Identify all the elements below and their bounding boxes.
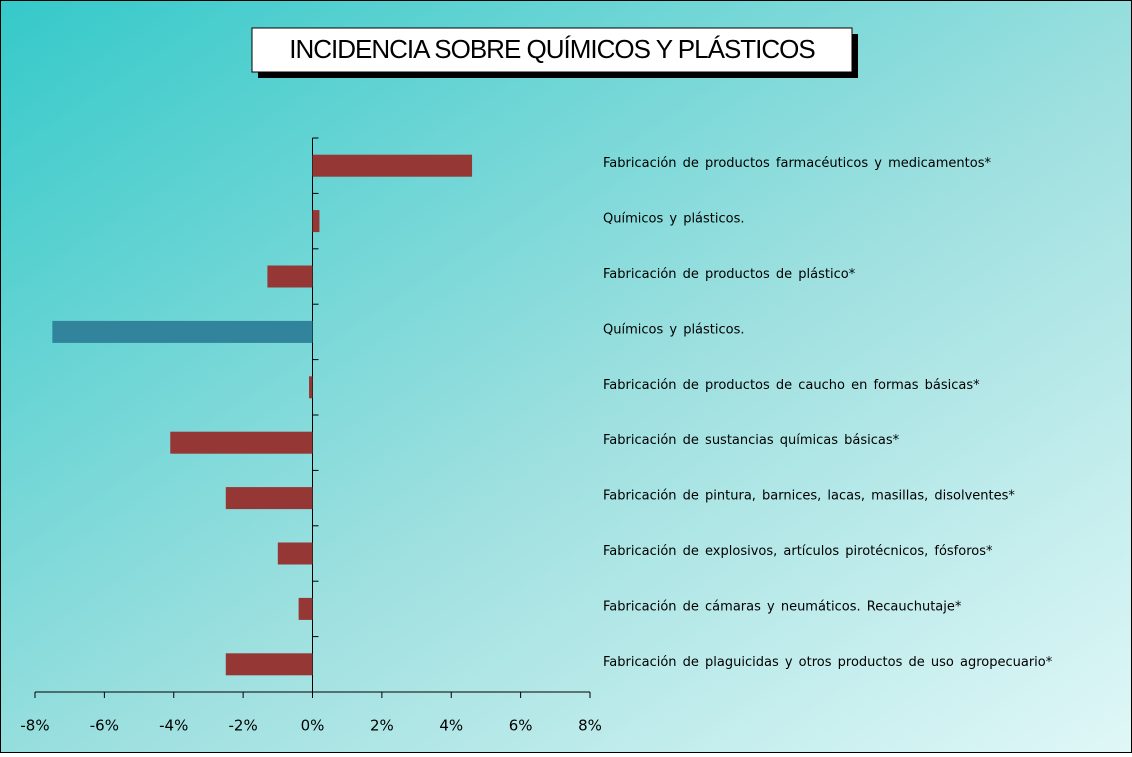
bar bbox=[312, 210, 320, 233]
category-label: Químicos y plásticos. bbox=[603, 212, 745, 227]
bar bbox=[52, 320, 313, 343]
chart-title: INCIDENCIA SOBRE QUÍMICOS Y PLÁSTICOS bbox=[289, 34, 815, 64]
bar bbox=[225, 487, 313, 510]
x-tick-label: -2% bbox=[229, 717, 258, 735]
category-label: Fabricación de cámaras y neumáticos. Rec… bbox=[603, 599, 962, 614]
category-label: Fabricación de sustancias químicas básic… bbox=[603, 433, 900, 448]
category-label: Fabricación de plaguicidas y otros produ… bbox=[603, 655, 1053, 670]
x-tick-label: 0% bbox=[301, 717, 325, 735]
x-tick-label: -4% bbox=[159, 717, 188, 735]
x-tick-label: -8% bbox=[20, 717, 49, 735]
bar bbox=[267, 265, 313, 288]
category-label: Fabricación de productos de caucho en fo… bbox=[603, 378, 980, 393]
x-tick-label: 8% bbox=[578, 717, 602, 735]
category-label: Fabricación de productos de plástico* bbox=[603, 267, 856, 282]
category-label: Fabricación de explosivos, artículos pir… bbox=[603, 544, 993, 559]
bar bbox=[277, 542, 313, 565]
x-tick-label: 4% bbox=[439, 717, 463, 735]
title-box bbox=[251, 27, 853, 73]
category-label: Fabricación de pintura, barnices, lacas,… bbox=[603, 489, 1015, 504]
category-label: Químicos y plásticos. bbox=[603, 322, 745, 337]
bar bbox=[170, 431, 313, 454]
x-tick-label: -6% bbox=[90, 717, 119, 735]
x-tick-label: 2% bbox=[370, 717, 394, 735]
x-tick-label: 6% bbox=[509, 717, 533, 735]
bar bbox=[309, 376, 313, 399]
category-label: Fabricación de productos farmacéuticos y… bbox=[603, 156, 991, 171]
bar bbox=[225, 653, 313, 676]
bar bbox=[298, 597, 313, 620]
bar bbox=[312, 154, 473, 177]
